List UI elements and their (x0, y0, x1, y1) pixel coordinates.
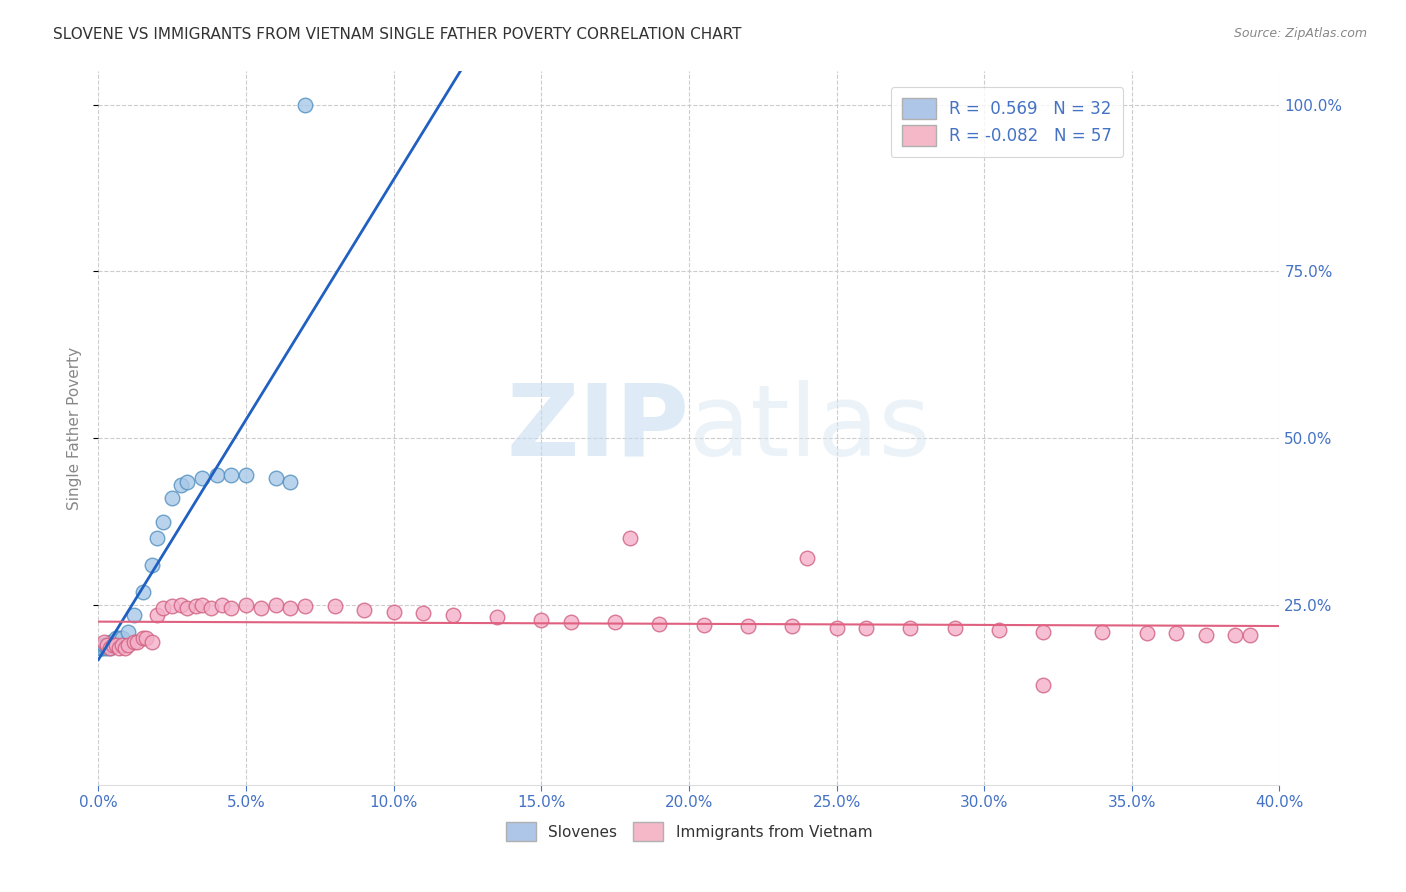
Point (280, 601, 302, 615)
Point (122, 607, 145, 622)
Point (1195, 628, 1218, 642)
Point (105, 632, 128, 646)
Point (135, 632, 157, 646)
Point (855, 621, 877, 635)
Text: Source: ZipAtlas.com: Source: ZipAtlas.com (1233, 27, 1367, 40)
Point (108, 632, 131, 646)
Point (988, 624, 1011, 638)
Point (117, 638, 139, 652)
Point (93, 641, 115, 656)
Point (96, 638, 118, 652)
Point (117, 624, 139, 639)
Point (412, 606, 434, 620)
Point (648, 616, 671, 631)
Point (111, 632, 134, 646)
Point (98, 641, 121, 656)
Point (1225, 628, 1247, 642)
Point (132, 584, 155, 599)
Point (205, 467, 228, 482)
Point (693, 618, 716, 632)
Point (441, 607, 464, 622)
Point (235, 467, 257, 482)
Point (90, 641, 112, 656)
Point (191, 598, 214, 612)
Point (96, 638, 118, 652)
Point (250, 601, 273, 615)
Point (1032, 624, 1054, 639)
Text: SLOVENE VS IMMIGRANTS FROM VIETNAM SINGLE FATHER POVERTY CORRELATION CHART: SLOVENE VS IMMIGRANTS FROM VIETNAM SINGL… (53, 27, 742, 42)
Point (530, 613, 553, 627)
Point (170, 598, 193, 612)
Point (93, 634, 115, 648)
Point (96, 641, 118, 656)
Point (943, 621, 966, 635)
Point (353, 603, 375, 617)
Point (1091, 624, 1114, 639)
Point (382, 605, 405, 619)
Legend: Slovenes, Immigrants from Vietnam: Slovenes, Immigrants from Vietnam (498, 814, 880, 848)
Point (280, 475, 302, 489)
Point (103, 638, 125, 652)
Point (221, 601, 243, 615)
Point (103, 634, 125, 648)
Point (235, 598, 257, 612)
Point (98, 634, 121, 648)
Point (152, 515, 174, 529)
Point (1032, 678, 1054, 692)
Point (146, 607, 169, 622)
Point (103, 638, 125, 652)
Point (105, 638, 128, 652)
Point (176, 601, 198, 615)
Point (122, 634, 145, 648)
Point (782, 619, 804, 633)
Point (93, 638, 115, 652)
Point (132, 632, 155, 646)
Point (96, 638, 118, 652)
Point (825, 621, 848, 635)
Point (141, 634, 163, 648)
Point (114, 641, 136, 656)
Point (146, 531, 169, 545)
Point (323, 599, 346, 614)
Point (162, 491, 183, 506)
Point (152, 601, 174, 615)
Point (200, 601, 222, 615)
Point (141, 558, 163, 572)
Point (125, 634, 148, 648)
Point (294, 97, 316, 112)
Point (211, 598, 233, 612)
Point (294, 599, 316, 614)
Point (1166, 626, 1188, 640)
Point (221, 467, 243, 482)
Y-axis label: Single Father Poverty: Single Father Poverty (67, 347, 83, 509)
Point (486, 610, 509, 624)
Point (619, 531, 641, 545)
Point (900, 621, 922, 635)
Point (170, 478, 193, 492)
Point (108, 641, 131, 656)
Point (162, 599, 183, 614)
Point (93, 638, 115, 652)
Text: ZIP: ZIP (506, 380, 689, 476)
Point (1136, 626, 1159, 640)
Point (191, 471, 214, 485)
Point (111, 638, 134, 652)
Point (184, 599, 207, 614)
Point (176, 475, 198, 489)
Point (737, 619, 759, 633)
Point (264, 471, 287, 485)
Point (605, 615, 627, 629)
Point (264, 598, 287, 612)
Point (98, 641, 121, 656)
Text: atlas: atlas (689, 380, 931, 476)
Point (560, 615, 582, 629)
Point (1239, 628, 1261, 642)
Point (796, 551, 818, 566)
Point (90, 641, 112, 656)
Point (98, 638, 121, 652)
